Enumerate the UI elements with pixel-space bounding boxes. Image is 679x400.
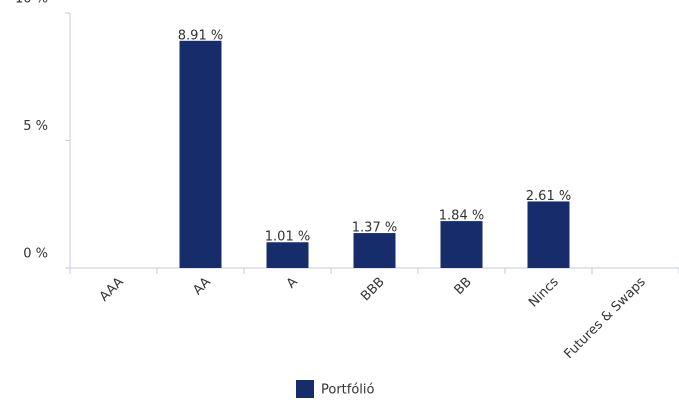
- legend-label: Portfólió: [321, 383, 375, 398]
- bar: [440, 221, 483, 268]
- y-tick-label: 0 %: [23, 247, 48, 262]
- x-tick-label: Futures & Swaps: [562, 275, 649, 362]
- x-tick-label: Nincs: [526, 275, 562, 311]
- y-tick-label: 5 %: [23, 119, 48, 134]
- x-tick-label: AAA: [97, 275, 127, 305]
- x-tick-label: AA: [190, 275, 214, 299]
- x-tick-label: A: [284, 275, 301, 292]
- data-label: 1.01 %: [265, 230, 310, 245]
- legend-swatch: [296, 380, 314, 398]
- bar: [266, 242, 309, 268]
- bar: [179, 40, 222, 268]
- data-label: 1.37 %: [352, 221, 397, 236]
- y-tick-label: 10 %: [15, 0, 48, 7]
- bar: [527, 201, 570, 268]
- x-tick-label: BB: [452, 275, 475, 298]
- x-tick-label: BBB: [358, 275, 388, 305]
- data-label: 1.84 %: [439, 209, 484, 224]
- bar: [353, 233, 396, 268]
- data-label: 2.61 %: [526, 189, 571, 204]
- data-label: 8.91 %: [178, 28, 223, 43]
